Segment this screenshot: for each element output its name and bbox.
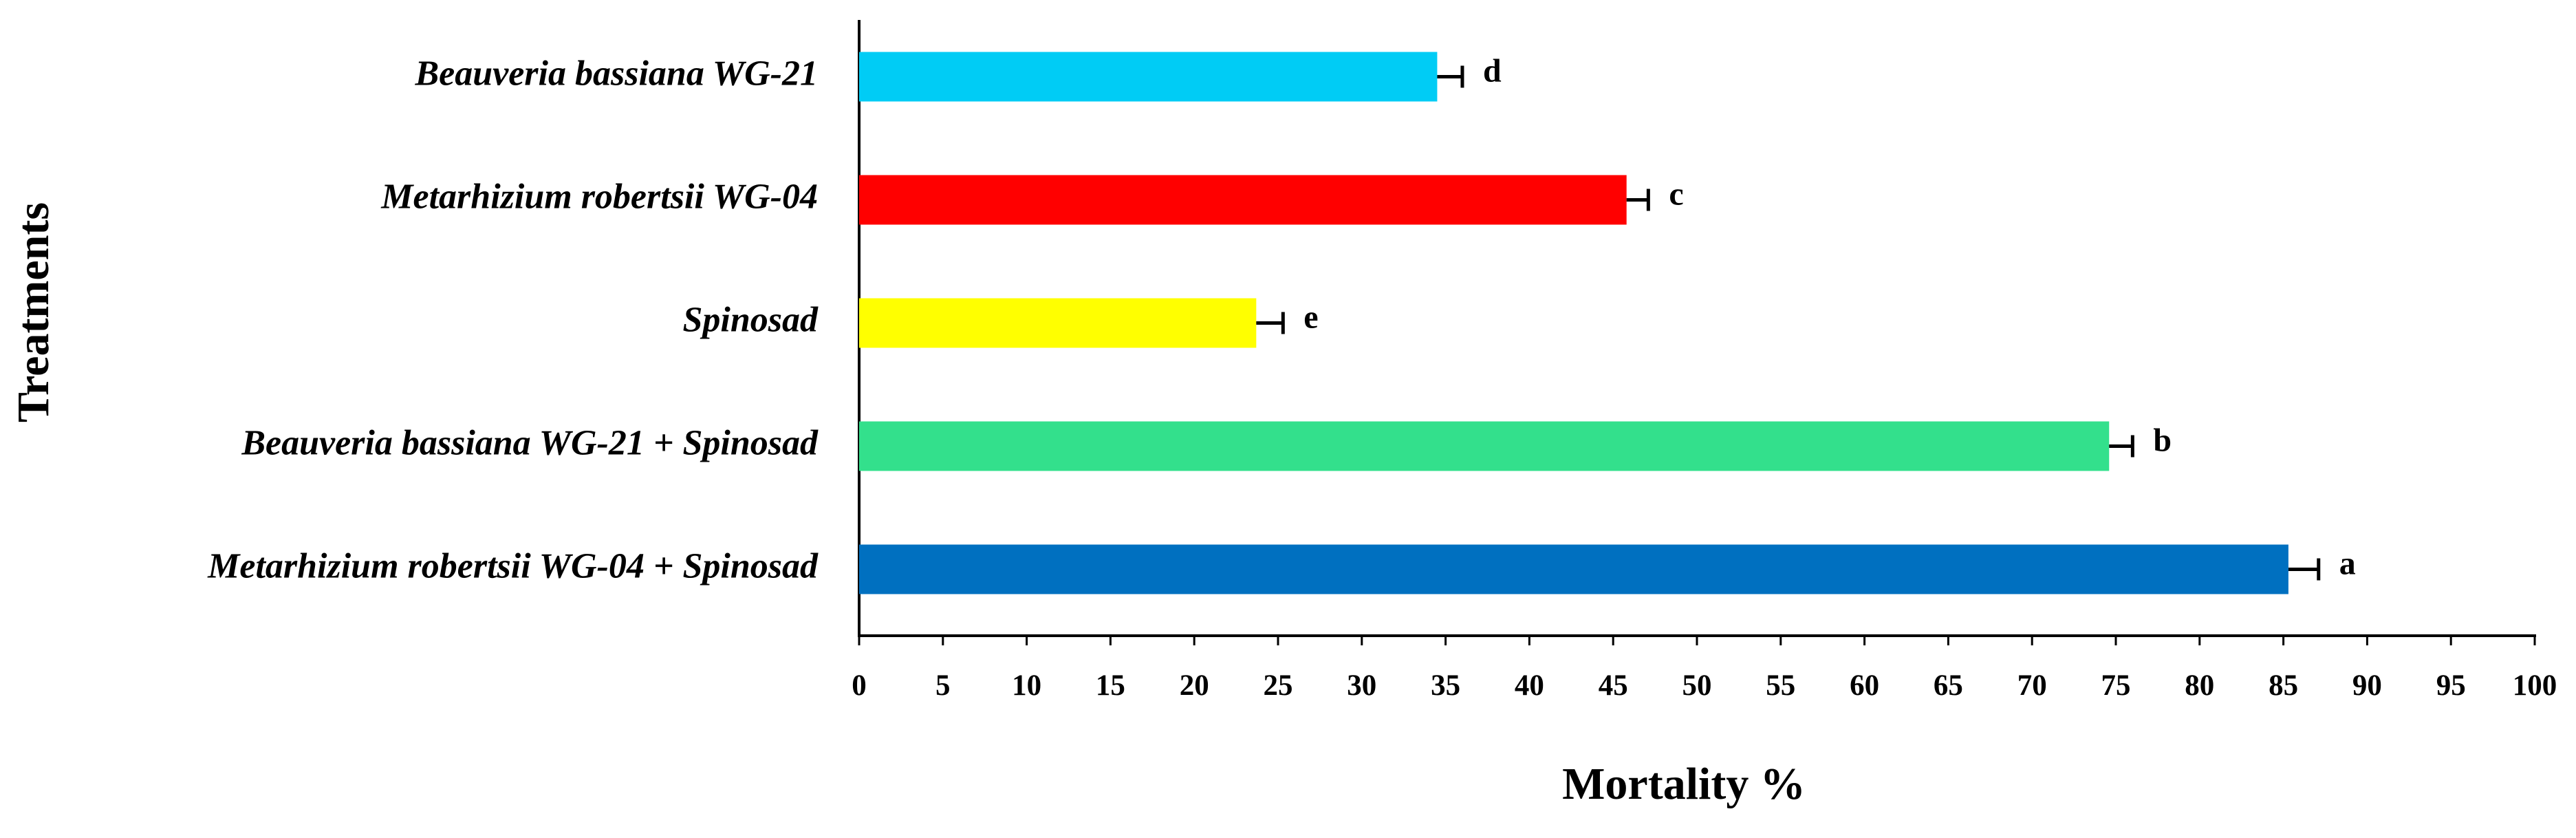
- bar: [859, 52, 1438, 102]
- y-axis-title: Treatments: [8, 202, 58, 422]
- significance-letter: b: [2153, 422, 2172, 459]
- x-tick-label: 35: [1431, 669, 1460, 702]
- x-tick-label: 80: [2185, 669, 2214, 702]
- x-tick-label: 55: [1766, 669, 1795, 702]
- x-tick-label: 75: [2101, 669, 2131, 702]
- y-tick-label: Metarhizium robertsii WG-04: [380, 177, 818, 216]
- x-tick-label: 70: [2017, 669, 2047, 702]
- x-tick-label: 30: [1347, 669, 1376, 702]
- error-bar: [1437, 65, 1464, 88]
- x-tick-label: 100: [2513, 669, 2557, 702]
- bar: [859, 298, 1257, 348]
- x-tick-label: 50: [1682, 669, 1712, 702]
- significance-letter: a: [2339, 546, 2356, 582]
- significance-letter: e: [1303, 299, 1318, 336]
- significance-letter: c: [1669, 176, 1683, 213]
- x-tick-label: 85: [2269, 669, 2298, 702]
- x-tick-label: 0: [852, 669, 867, 702]
- x-tick-label: 60: [1850, 669, 1879, 702]
- x-tick-label: 15: [1096, 669, 1125, 702]
- x-tick-label: 25: [1264, 669, 1293, 702]
- y-tick-label: Metarhizium robertsii WG-04 + Spinosad: [207, 546, 819, 585]
- error-bar: [1256, 312, 1285, 334]
- x-axis-title: Mortality %: [1562, 759, 1806, 809]
- y-tick-label: Beauveria bassiana WG-21: [414, 54, 818, 93]
- bar: [859, 421, 2110, 471]
- bar: [859, 175, 1627, 225]
- x-tick-label: 65: [1934, 669, 1963, 702]
- y-tick-label: Beauveria bassiana WG-21 + Spinosad: [241, 423, 819, 462]
- bar: [859, 544, 2288, 594]
- x-tick-label: 20: [1180, 669, 1209, 702]
- x-tick-label: 5: [935, 669, 951, 702]
- y-tick-label: Spinosad: [682, 300, 819, 339]
- x-tick-label: 10: [1012, 669, 1041, 702]
- x-tick-label: 95: [2436, 669, 2466, 702]
- error-bar: [2109, 435, 2134, 458]
- x-tick-label: 90: [2352, 669, 2382, 702]
- x-tick-label: 40: [1515, 669, 1544, 702]
- significance-letter: d: [1483, 53, 1502, 89]
- x-tick-label: 45: [1599, 669, 1628, 702]
- error-bar: [1626, 189, 1650, 211]
- error-bar: [2288, 558, 2321, 581]
